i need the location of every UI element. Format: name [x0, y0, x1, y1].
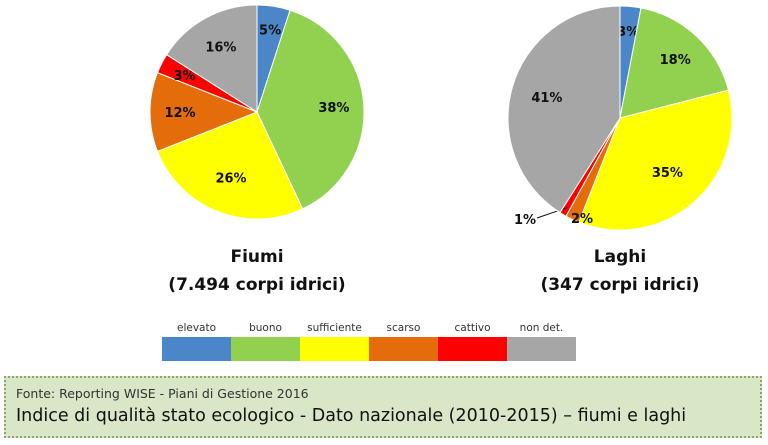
- legend-swatch-buono: [231, 337, 300, 361]
- legend-swatch-sufficiente: [300, 337, 369, 361]
- pie-data-label: 3%: [173, 69, 195, 84]
- pie-slice-nondet: [507, 5, 621, 214]
- pie-data-label: 26%: [215, 172, 246, 187]
- pie-data-label: 1%: [514, 213, 536, 228]
- legend-label-buono: buono: [249, 322, 282, 334]
- pie-slice-buono: [619, 7, 730, 119]
- pie-charts: 5% 38% 26% 12% 3% 16% 3% 18% 35% 2% 1% 41% Fiumi (…: [149, 4, 733, 295]
- legend-swatch-cattivo: [438, 337, 507, 361]
- chart-subtitle-laghi: (347 corpi idrici): [540, 275, 699, 295]
- pie-slice-buono: [256, 9, 365, 210]
- pie-data-label: 38%: [318, 101, 349, 116]
- pie-data-label: 3%: [617, 25, 639, 40]
- pie-chart-fiumi: 5% 38% 26% 12% 3% 16%: [149, 4, 365, 220]
- chart-subtitle-fiumi: (7.494 corpi idrici): [168, 275, 345, 295]
- legend-label-scarso: scarso: [386, 322, 421, 334]
- legend-swatch-scarso: [369, 337, 438, 361]
- pie-slice-sufficiente: [156, 111, 304, 220]
- chart-title-fiumi: Fiumi: [230, 247, 283, 267]
- pie-data-label: 35%: [652, 166, 683, 181]
- legend-color-bar: [162, 337, 576, 361]
- pie-chart-laghi: 3% 18% 35% 2% 1% 41%: [507, 5, 733, 231]
- pie-slice-scarso: [149, 71, 259, 153]
- source-text: Fonte: Reporting WISE - Piani di Gestion…: [16, 386, 309, 401]
- legend-label-non-det: non det.: [519, 322, 564, 334]
- pie-data-label: 18%: [660, 53, 691, 68]
- pie-data-label: 5%: [259, 24, 281, 39]
- chart-title-laghi: Laghi: [594, 247, 646, 267]
- pie-slice-sufficiente: [578, 89, 733, 231]
- pie-data-label: 12%: [164, 106, 195, 121]
- legend-swatch-elevato: [162, 337, 231, 361]
- legend-label-sufficiente: sufficiente: [307, 322, 362, 334]
- pie-data-label: 2%: [571, 212, 593, 227]
- pie-slice-nondet: [165, 4, 258, 113]
- source-caption-box: Fonte: Reporting WISE - Piani di Gestion…: [4, 376, 762, 438]
- pie-data-label: 41%: [531, 91, 562, 106]
- legend-swatch-non-det: [507, 337, 576, 361]
- legend-label-elevato: elevato: [176, 322, 217, 334]
- legend-label-cattivo: cattivo: [454, 322, 491, 334]
- legend-labels: elevato buono sufficiente scarso cattivo…: [162, 322, 576, 336]
- figure-caption: Indice di qualità stato ecologico - Dato…: [16, 406, 687, 426]
- pie-data-label: 16%: [205, 40, 236, 55]
